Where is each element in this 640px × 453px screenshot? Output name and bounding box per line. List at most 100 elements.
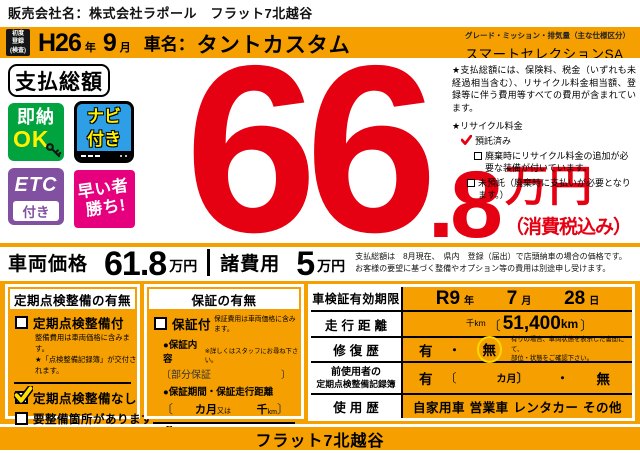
needs-repair-row: 要整備箇所があります <box>15 411 153 427</box>
mileage-row: 走行距離 千km 〔 51,400 km 〕 <box>311 312 632 338</box>
usage-option-rental: レンタカー <box>513 400 579 415</box>
warranty-period-or: 又は <box>217 408 232 415</box>
warranty-with-note: 保証費用は車両価格に含みます。 <box>214 316 296 333</box>
warranty-period-km-unit: km <box>267 409 277 416</box>
maintenance-panel-title: 定期点検整備の有無 <box>10 289 135 309</box>
year-unit: 年 <box>84 42 96 54</box>
inspection-day: 28 <box>564 288 586 310</box>
header-bar: 初度 登録 (検査) H26 年 9 月 車名： タントカスタム グレード・ミッ… <box>0 27 640 62</box>
inspection-day-unit: 日 <box>589 296 600 308</box>
registration-and-car-name: H26 年 9 月 車名： タントカスタム <box>38 27 351 58</box>
recycle-fee-title: ★リサイクル料金 <box>452 121 523 132</box>
total-payment-label: 支払総額 <box>15 70 103 94</box>
record-yes: 有 <box>419 371 433 387</box>
warranty-period-value-row: 〔 カ月 又は 千 km 〕 <box>161 400 289 417</box>
mileage-unit: km <box>560 317 579 332</box>
price-integer: 66 <box>185 17 438 283</box>
etc-sub-box: 付き <box>13 201 59 221</box>
usage-option-commercial: 営業車 <box>469 400 509 415</box>
warranty-content-label: ●保証内容 <box>163 340 198 365</box>
yellow-check-icon <box>14 385 33 403</box>
recycle-option3-row: 未預託（廃棄時に支払いが必要となります。） <box>467 177 636 202</box>
month-unit: 月 <box>119 42 131 54</box>
repair-history-row: 修復歴 有 ・ 無 有りの場合、車両状態を表示した書面にて、 部位・状態をご確認… <box>311 336 632 364</box>
usage-history-row: 使用歴 自家用車 営業車 レンタカー その他 <box>311 394 632 418</box>
navi-text-2: 付き <box>87 129 121 149</box>
cost-note: 支払総額は 8月現在、 県内 登録（届出）で店頭納車の場合の価格です。 お客様の… <box>355 251 627 276</box>
mileage-value: 51,400 <box>502 313 561 335</box>
footer-bar: フラット7北越谷 <box>0 427 640 450</box>
usage-history-label: 使用歴 <box>333 400 383 415</box>
maintenance-divider <box>14 381 131 384</box>
maintenance-none-label: 定期点検整備なし <box>33 391 138 406</box>
vehicle-price-label: 車両価格 <box>8 254 89 275</box>
sokunou-ok-text: OK <box>13 125 50 152</box>
maintenance-with-label: 定期点検整備付 <box>33 317 125 331</box>
maintenance-with-row: 定期点検整備付 <box>15 313 137 332</box>
bracket-open: 〔 <box>161 370 171 381</box>
inspection-expiry-label: 車検証有効期限 <box>312 292 400 307</box>
maintenance-note-line1: 整備費用は車両価格に含みます。 <box>35 333 130 353</box>
checkbox-maintenance-with <box>15 316 28 329</box>
warranty-period-label: ●保証期間・保証走行距離 <box>163 387 274 398</box>
checkbox-needs-repair <box>15 412 28 426</box>
sokunou-text: 即納 <box>17 107 55 127</box>
maintenance-none-row: 定期点検整備なし <box>14 385 138 407</box>
immediate-delivery-badge: 即納 OK <box>8 103 64 161</box>
cost-row: 車両価格 61.8 万円 諸費用 5 万円 支払総額は 8月現在、 県内 登録（… <box>0 247 640 281</box>
recycle-deposited-row: 預託済み <box>461 134 636 148</box>
first-reg-line3: (検査) <box>10 47 26 54</box>
recycle-option3-label: 未預託（廃棄時に支払いが必要となります。） <box>478 177 631 201</box>
fees-unit: 万円 <box>317 258 346 274</box>
repair-note-line1: 有りの場合、車両状態を表示した書面にて、 <box>511 336 625 353</box>
recycle-deposited-label: 預託済み <box>475 135 512 146</box>
car-name-label: 車名： <box>143 35 195 54</box>
warranty-divider <box>153 422 295 424</box>
maintenance-panel: 定期点検整備の有無 定期点検整備付 整備費用は車両価格に含みます。 ★「点検整備… <box>5 284 153 446</box>
inspection-month: 7 <box>506 288 518 310</box>
record-bracket-close: 〕 <box>516 371 529 386</box>
car-name: タントカスタム <box>196 34 351 57</box>
shop-name: フラット7北越谷 <box>255 432 385 450</box>
fees-label: 諸費用 <box>220 254 281 275</box>
grade-caption: グレード・ミッション・排気量（主な仕様区分） <box>465 31 630 40</box>
bracket-close: 〕 <box>281 370 291 381</box>
recycle-option2-label: 廃棄時にリサイクル料金の追加が必要な装備が付いています。 <box>485 150 629 174</box>
navi-screen-strip <box>77 151 131 160</box>
previous-record-row: 前使用者の 定期点検整備記録簿 有 〔 カ月〕 ・ 無 <box>311 363 632 395</box>
notes-block: ★支払総額には、保険料、税金（いずれも未経過相当含む）、リサイクル料金相当額、登… <box>452 64 636 202</box>
first-registration-badge: 初度 登録 (検査) <box>6 29 30 56</box>
repair-yes: 有 <box>419 343 433 359</box>
repair-note-line2: 部位・状態をご確認下さい。 <box>511 355 593 363</box>
orange-divider <box>0 243 640 247</box>
warranty-content-row: ●保証内容 ※詳しくはスタッフにお尋ね下さい。 <box>163 337 301 365</box>
cost-note-line2: お客様の要望に基づく整備やオプション等の費用は別途申し受けます。 <box>355 264 611 273</box>
first-come-first-served-badge: 早い者 勝ち! <box>74 170 135 228</box>
record-label-line1: 前使用者の <box>331 366 381 378</box>
price-decimal: .8 <box>427 151 503 258</box>
etc-text: ETC <box>14 174 58 196</box>
price-tax-note: （消費税込み） <box>504 217 632 238</box>
checkbox-recycle-extra <box>474 151 482 160</box>
recycle-option2-row: 廃棄時にリサイクル料金の追加が必要な装備が付いています。 <box>474 150 636 175</box>
period-bracket-open: 〔 <box>161 402 174 416</box>
vehicle-price-unit: 万円 <box>169 258 198 274</box>
panels-section: 定期点検整備の有無 定期点検整備付 整備費用は車両価格に含みます。 ★「点検整備… <box>0 281 640 446</box>
price-unit: 万円 <box>504 163 593 211</box>
first-reg-line1: 初度 <box>11 31 24 38</box>
vehicle-price-value: 61.8 <box>104 245 167 284</box>
inspection-year: R9 <box>435 288 461 310</box>
etc-tsuki-text: 付き <box>22 205 50 220</box>
needs-repair-label: 要整備箇所があります <box>33 413 153 426</box>
warranty-panel-title: 保証の有無 <box>149 289 299 309</box>
record-bracket-open: 〔 <box>444 371 457 386</box>
registration-month: 9 <box>102 29 117 57</box>
usage-option-other: その他 <box>582 400 622 415</box>
record-label-line2: 定期点検整備記録簿 <box>316 378 396 389</box>
warranty-content-value: 部分保証 <box>171 370 211 381</box>
maintenance-note-line2: ★「点検整備記録簿」が交付されます。 <box>35 354 137 375</box>
record-no: 無 <box>596 371 610 387</box>
